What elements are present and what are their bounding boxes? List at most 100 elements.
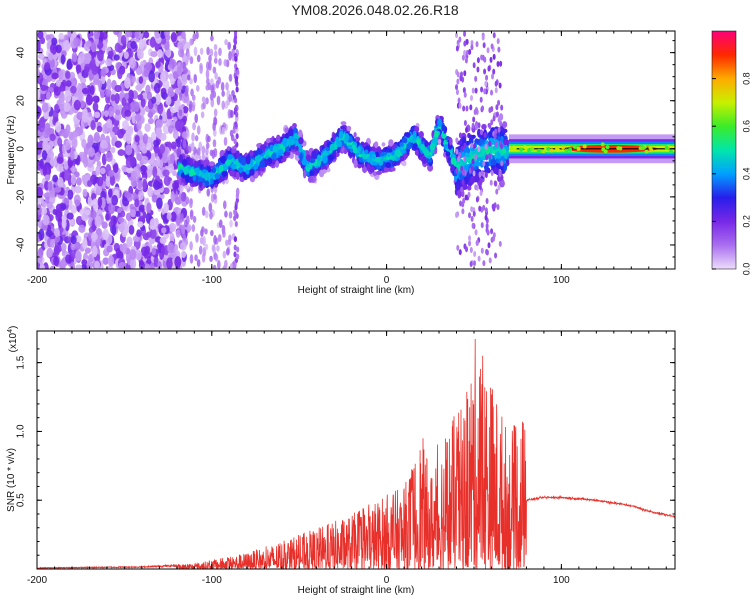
noise-cell bbox=[455, 211, 459, 218]
noise-cell bbox=[207, 135, 211, 143]
noise-cell bbox=[128, 225, 135, 235]
noise-cell bbox=[480, 86, 484, 93]
noise-cell bbox=[49, 42, 58, 55]
stable-cell bbox=[668, 149, 673, 154]
noise-cell bbox=[176, 66, 183, 77]
ridge-cell bbox=[449, 137, 453, 146]
ridge-cell bbox=[392, 143, 397, 149]
stable-cell bbox=[549, 148, 554, 153]
noise-cell bbox=[481, 34, 485, 41]
noise-cell bbox=[482, 260, 486, 267]
noise-cell bbox=[194, 254, 198, 262]
noise-cell bbox=[82, 188, 88, 197]
noise-cell bbox=[488, 140, 492, 147]
noise-cell bbox=[216, 245, 220, 252]
noise-cell bbox=[224, 39, 228, 46]
noise-cell bbox=[57, 216, 63, 228]
noise-cell bbox=[126, 133, 132, 145]
ridge-cell bbox=[424, 140, 429, 148]
noise-cell bbox=[53, 86, 61, 96]
ridge-cell bbox=[450, 164, 455, 172]
noise-cell bbox=[484, 207, 488, 214]
noise-cell bbox=[180, 73, 188, 86]
noise-cell bbox=[187, 146, 192, 153]
noise-cell bbox=[494, 252, 498, 259]
ridge-cell bbox=[466, 155, 473, 164]
noise-cell bbox=[494, 80, 498, 87]
noise-cell bbox=[467, 191, 471, 198]
noise-cell bbox=[233, 209, 237, 216]
noise-cell bbox=[167, 163, 175, 174]
noise-cell bbox=[212, 264, 217, 269]
noise-cell bbox=[457, 155, 461, 162]
y-axis-label: Frequency (Hz) bbox=[6, 116, 17, 185]
noise-cell bbox=[478, 205, 482, 212]
noise-cell bbox=[144, 263, 151, 269]
noise-cell bbox=[50, 239, 55, 248]
noise-cell bbox=[180, 192, 185, 202]
ridge-cell bbox=[427, 158, 432, 163]
ridge-cell bbox=[298, 137, 304, 145]
ridge-cell bbox=[229, 170, 235, 177]
noise-cell bbox=[496, 204, 500, 211]
noise-cell bbox=[115, 247, 121, 259]
noise-cell bbox=[235, 111, 239, 118]
noise-cell bbox=[146, 142, 152, 150]
noise-cell bbox=[135, 67, 143, 75]
noise-cell bbox=[458, 249, 462, 256]
ridge-cell bbox=[366, 163, 371, 172]
ridge-cell bbox=[254, 155, 260, 162]
noise-cell bbox=[470, 165, 474, 172]
noise-cell bbox=[157, 49, 163, 59]
noise-cell bbox=[123, 51, 129, 59]
noise-cell bbox=[498, 82, 502, 89]
noise-cell bbox=[187, 224, 192, 232]
noise-cell bbox=[71, 51, 78, 63]
stable-cell bbox=[527, 148, 532, 153]
ridge-cell bbox=[197, 177, 204, 182]
stable-cell bbox=[555, 148, 560, 153]
noise-cell bbox=[233, 106, 238, 113]
noise-cell bbox=[201, 96, 206, 103]
noise-cell bbox=[110, 131, 115, 138]
noise-cell bbox=[75, 215, 84, 226]
stable-cell bbox=[546, 146, 551, 151]
stable-cell bbox=[564, 148, 569, 153]
noise-cell bbox=[208, 202, 213, 213]
noise-cell bbox=[55, 44, 62, 54]
noise-cell bbox=[206, 188, 211, 197]
noise-cell bbox=[136, 229, 142, 238]
noise-cell bbox=[117, 216, 125, 224]
noise-cell bbox=[77, 82, 82, 95]
noise-cell bbox=[121, 242, 127, 255]
noise-cell bbox=[108, 169, 115, 177]
ridge-cell bbox=[293, 132, 299, 139]
ridge-cell bbox=[474, 138, 480, 144]
noise-cell bbox=[126, 236, 133, 248]
noise-cell bbox=[82, 53, 90, 64]
noise-cell bbox=[179, 82, 183, 91]
noise-cell bbox=[115, 109, 121, 116]
ridge-cell bbox=[414, 126, 420, 133]
noise-cell bbox=[217, 234, 222, 243]
noise-cell bbox=[48, 52, 54, 61]
noise-cell bbox=[70, 174, 77, 186]
ridge-cell bbox=[250, 158, 254, 167]
noise-cell bbox=[492, 68, 496, 75]
noise-cell bbox=[477, 122, 481, 129]
noise-cell bbox=[60, 54, 66, 65]
noise-cell bbox=[475, 124, 478, 131]
x-axis-label: Height of straight line (km) bbox=[298, 585, 415, 596]
noise-cell bbox=[163, 202, 169, 214]
ridge-cell bbox=[231, 163, 237, 170]
noise-cell bbox=[49, 133, 56, 142]
ridge-cell bbox=[357, 146, 361, 154]
ridge-cell bbox=[381, 142, 386, 147]
ridge-cell bbox=[399, 142, 404, 147]
ridge-cell bbox=[276, 134, 281, 142]
ridge-cell bbox=[245, 169, 250, 175]
noise-cell bbox=[41, 201, 47, 209]
ridge-cell bbox=[503, 138, 509, 146]
ridge-cell bbox=[243, 172, 247, 180]
noise-cell bbox=[137, 221, 144, 228]
